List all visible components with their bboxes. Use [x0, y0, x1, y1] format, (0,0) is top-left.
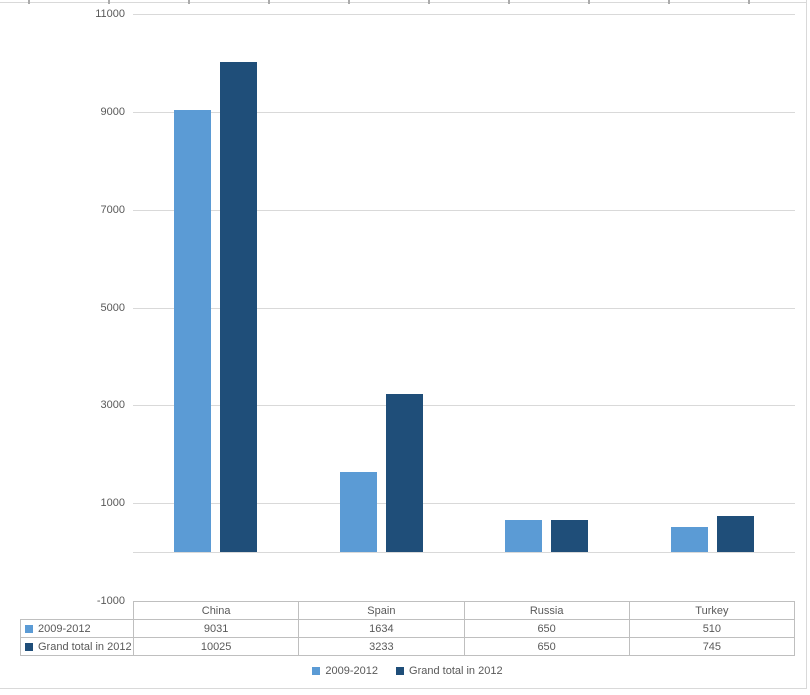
gridline: [133, 503, 795, 504]
table-value-cell: 510: [628, 619, 796, 638]
y-axis-tick-label: 7000: [100, 204, 125, 216]
legend-key-swatch: [25, 642, 33, 651]
chart-legend[interactable]: 2009-2012 Grand total in 2012: [20, 664, 795, 678]
y-axis-tick-label: 11000: [95, 8, 125, 20]
bar[interactable]: [220, 62, 257, 552]
legend-swatch: [396, 667, 405, 675]
gridline: [133, 112, 795, 113]
sheet-column-tick: [508, 0, 510, 4]
table-header-cell: China: [132, 601, 300, 620]
sheet-column-tick: [348, 0, 350, 4]
legend-key-swatch: [25, 624, 33, 633]
bar[interactable]: [551, 520, 588, 552]
table-row-label: 2009-2012: [20, 619, 134, 638]
sheet-column-tick: [108, 0, 110, 4]
gridline: [133, 14, 795, 15]
sheet-column-tick: [668, 0, 670, 4]
table-value-cell: 9031: [132, 619, 300, 638]
y-axis-tick-label: 3000: [100, 399, 125, 411]
legend-item[interactable]: Grand total in 2012: [396, 665, 503, 677]
sheet-column-tick: [588, 0, 590, 4]
bar[interactable]: [671, 527, 708, 552]
gridline: [133, 405, 795, 406]
table-value-cell: 3233: [298, 637, 465, 656]
sheet-gridline-top: [0, 2, 806, 3]
table-row: 2009-2012 9031 1634 650 510: [20, 619, 796, 638]
table-corner-cell: [21, 602, 134, 620]
table-value-cell: 650: [463, 619, 630, 638]
sheet-column-tick: [28, 0, 30, 4]
gridline: [133, 308, 795, 309]
table-row: Grand total in 2012 10025 3233 650 745: [20, 637, 796, 656]
sheet-column-tick: [268, 0, 270, 4]
sheet-gridline-bottom: [0, 688, 806, 689]
table-header-cell: Turkey: [628, 601, 796, 620]
table-value-cell: 745: [628, 637, 796, 656]
legend-label: 2009-2012: [325, 665, 379, 677]
y-axis-tick-label: -1000: [96, 595, 125, 607]
table-header-cell: Spain: [298, 601, 465, 620]
sheet-column-tick: [188, 0, 190, 4]
table-row-label: Grand total in 2012: [20, 637, 134, 656]
legend-item[interactable]: 2009-2012: [312, 665, 378, 677]
table-header-cell: Russia: [463, 601, 630, 620]
legend-swatch: [312, 667, 321, 675]
table-value-cell: 10025: [132, 637, 300, 656]
sheet-column-tick: [428, 0, 430, 4]
sheet-gridline-right: [806, 0, 807, 689]
legend-label: Grand total in 2012: [409, 665, 503, 677]
sheet-column-tick: [748, 0, 750, 4]
table-value-cell: 650: [463, 637, 630, 656]
y-axis-tick-label: 5000: [100, 302, 125, 314]
y-axis-tick-label: 1000: [100, 497, 125, 509]
bar[interactable]: [340, 472, 377, 552]
table-value-cell: 1634: [298, 619, 465, 638]
bar[interactable]: [386, 394, 423, 552]
y-axis-tick-label: 9000: [100, 106, 125, 118]
bar[interactable]: [717, 516, 754, 552]
table-header-row: China Spain Russia Turkey: [21, 601, 796, 620]
gridline: [133, 210, 795, 211]
bar[interactable]: [174, 110, 211, 552]
chart-data-table[interactable]: China Spain Russia Turkey 2009-2012 9031 1634 6…: [20, 601, 796, 656]
category-axis-line: [133, 552, 795, 553]
bar[interactable]: [505, 520, 542, 552]
